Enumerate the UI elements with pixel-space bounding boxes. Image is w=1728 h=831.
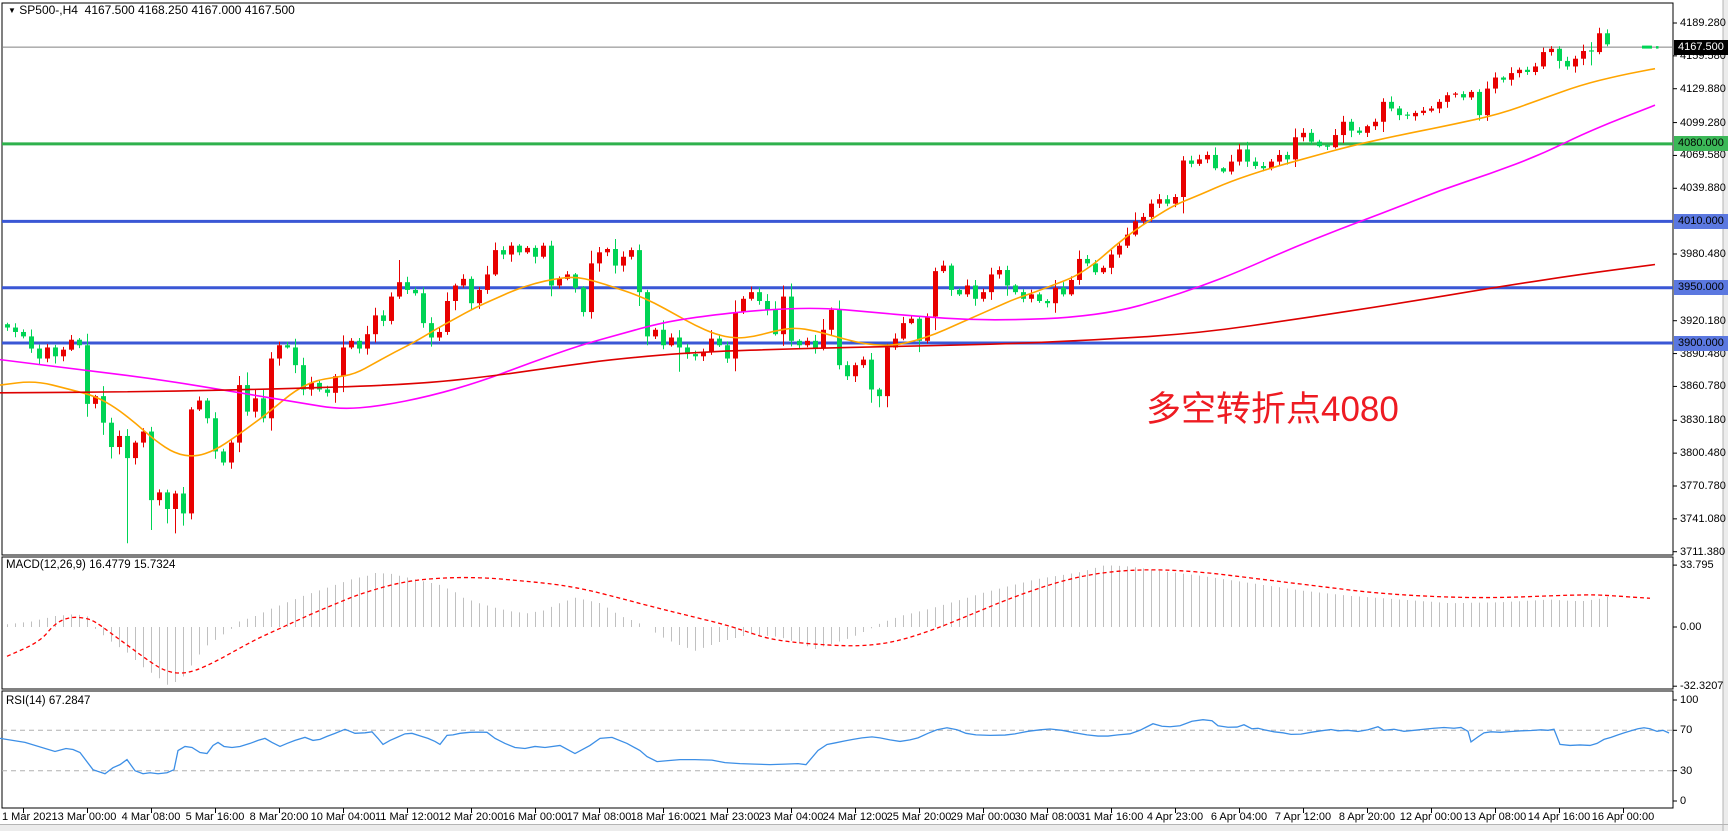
ma-fast — [0, 67, 1656, 457]
price-scale-label: 3711.380 — [1680, 545, 1726, 558]
time-axis-label: 12 Mar 20:00 — [438, 811, 504, 823]
rsi-scale-label: 0 — [1680, 795, 1687, 807]
time-axis-label: 3 Mar 00:00 — [57, 811, 117, 823]
time-axis-label: 7 Apr 12:00 — [1274, 811, 1332, 823]
time-axis-label: 8 Apr 20:00 — [1338, 811, 1396, 823]
ohlc-values: 4167.500 4168.250 4167.000 4167.500 — [84, 3, 295, 17]
price-scale-label: 3890.480 — [1680, 347, 1726, 360]
price-badge: 4080.000 — [1674, 136, 1728, 152]
price-scale-label: 4129.880 — [1680, 82, 1726, 95]
collapse-icon[interactable]: ▼ — [8, 6, 16, 15]
rsi-scale-label: 100 — [1680, 694, 1699, 706]
price-badge: 4010.000 — [1674, 213, 1728, 229]
macd-panel — [6, 565, 1651, 685]
time-axis-label: 30 Mar 08:00 — [1014, 811, 1080, 823]
macd-scale-label: 33.795 — [1680, 559, 1714, 572]
time-axis-label: 16 Mar 00:00 — [502, 811, 568, 823]
time-axis-label: 16 Apr 00:00 — [1591, 811, 1655, 823]
price-scale-label: 3920.180 — [1680, 314, 1726, 327]
price-scale-label: 3860.780 — [1680, 380, 1726, 393]
chart-title: ▼ SP500-,H4 4167.500 4168.250 4167.000 4… — [8, 3, 295, 17]
time-axis-label: 6 Apr 04:00 — [1210, 811, 1268, 823]
time-axis-label: 5 Mar 16:00 — [185, 811, 245, 823]
price-badge: 4167.500 — [1674, 39, 1728, 55]
time-axis-label: 24 Mar 12:00 — [822, 811, 888, 823]
rsi-line — [0, 719, 1670, 775]
price-scale-label: 3980.480 — [1680, 247, 1726, 260]
symbol-period: SP500-,H4 — [19, 3, 78, 17]
price-scale-label: 4189.280 — [1680, 17, 1726, 29]
price-scale-label: 4099.280 — [1680, 116, 1726, 129]
price-scale-label: 3770.780 — [1680, 479, 1726, 492]
time-axis-label: 8 Mar 20:00 — [249, 811, 309, 823]
price-badge: 3900.000 — [1674, 335, 1728, 351]
rsi-scale-label: 30 — [1680, 764, 1693, 777]
time-axis-label: 21 Mar 23:00 — [694, 811, 760, 823]
ma-medium — [0, 104, 1656, 410]
time-axis-label: 13 Apr 08:00 — [1463, 811, 1527, 823]
candles — [5, 27, 1610, 544]
time-axis-label: 29 Mar 00:00 — [950, 811, 1016, 823]
rsi-label: RSI(14) 67.2847 — [6, 695, 91, 707]
price-scale-label: 4039.880 — [1680, 182, 1726, 195]
macd-scale-label: 0.00 — [1680, 621, 1702, 633]
time-axis-label: 18 Mar 16:00 — [630, 811, 696, 823]
price-scale-label: 3741.080 — [1680, 512, 1726, 525]
time-axis-label: 4 Mar 08:00 — [121, 811, 181, 823]
macd-scale-label: -32.3207 — [1680, 680, 1724, 693]
annotation-text: 多空转折点4080 — [1146, 390, 1399, 429]
price-scale-label: 3830.180 — [1680, 414, 1726, 427]
rsi-scale-label: 70 — [1680, 724, 1693, 737]
time-axis-label: 17 Mar 08:00 — [566, 811, 632, 823]
time-axis-label: 11 Mar 12:00 — [374, 811, 440, 823]
time-axis-label: 1 Mar 2021 — [2, 811, 58, 823]
price-panel — [0, 27, 1673, 544]
price-scale-label: 4069.580 — [1680, 149, 1726, 162]
time-axis-label: 12 Apr 00:00 — [1399, 811, 1463, 823]
ma-slow — [0, 263, 1656, 394]
time-axis-label: 4 Apr 23:00 — [1146, 811, 1204, 823]
time-axis-label: 10 Mar 04:00 — [310, 811, 376, 823]
price-badge: 3950.000 — [1674, 280, 1728, 296]
time-axis-label: 31 Mar 16:00 — [1078, 811, 1144, 823]
rsi-panel — [0, 719, 1673, 775]
macd-label: MACD(12,26,9) 16.4779 15.7324 — [6, 559, 176, 571]
macd-signal-line — [6, 569, 1651, 674]
price-scale-label: 3800.480 — [1680, 447, 1726, 460]
time-axis-label: 14 Apr 16:00 — [1527, 811, 1591, 823]
time-axis-label: 23 Mar 04:00 — [758, 811, 824, 823]
time-axis-label: 25 Mar 20:00 — [886, 811, 952, 823]
